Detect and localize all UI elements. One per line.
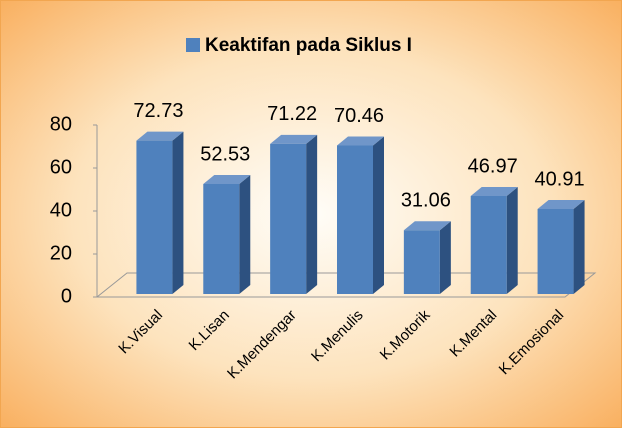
bar-top xyxy=(203,175,251,185)
bar-side xyxy=(439,221,451,294)
bar-front xyxy=(203,184,240,294)
bar-top xyxy=(337,136,384,146)
y-tick-label: 80 xyxy=(50,113,72,135)
y-tick-label: 20 xyxy=(50,242,72,264)
bar-top xyxy=(537,200,585,210)
bar xyxy=(470,187,518,294)
bar-side xyxy=(373,136,384,294)
value-label: 40.91 xyxy=(535,168,585,190)
bar xyxy=(136,131,184,294)
legend: Keaktifan pada Siklus I xyxy=(186,35,412,56)
bar-front xyxy=(337,145,373,294)
bar xyxy=(203,175,251,294)
bar-side xyxy=(506,187,518,294)
bar-side xyxy=(306,134,318,294)
floor xyxy=(95,272,597,298)
bar-side xyxy=(573,200,585,294)
y-tick-label: 40 xyxy=(50,199,72,221)
bar-top xyxy=(270,134,318,144)
y-tick-label: 0 xyxy=(61,285,72,307)
bar xyxy=(537,200,585,294)
legend-label: Keaktifan pada Siklus I xyxy=(205,35,412,56)
bar-front xyxy=(537,209,574,294)
y-tick-label: 60 xyxy=(50,156,72,178)
bar xyxy=(403,221,451,294)
value-label: 72.73 xyxy=(133,100,183,122)
bar xyxy=(270,134,318,294)
value-label: 31.06 xyxy=(401,190,451,212)
bar-front xyxy=(403,230,440,294)
value-label: 71.22 xyxy=(267,103,317,125)
bar-top xyxy=(136,131,184,141)
bar-top xyxy=(403,221,451,231)
legend-swatch xyxy=(186,38,200,52)
bar-front xyxy=(136,140,173,294)
value-label: 46.97 xyxy=(468,155,518,177)
bar-side xyxy=(172,131,184,294)
value-label: 70.46 xyxy=(334,105,384,127)
bar xyxy=(337,136,384,294)
value-label: 52.53 xyxy=(200,143,250,165)
bar-top xyxy=(470,187,518,197)
bar-side xyxy=(239,175,251,294)
bar-front xyxy=(470,196,507,294)
bar-front xyxy=(270,143,307,294)
